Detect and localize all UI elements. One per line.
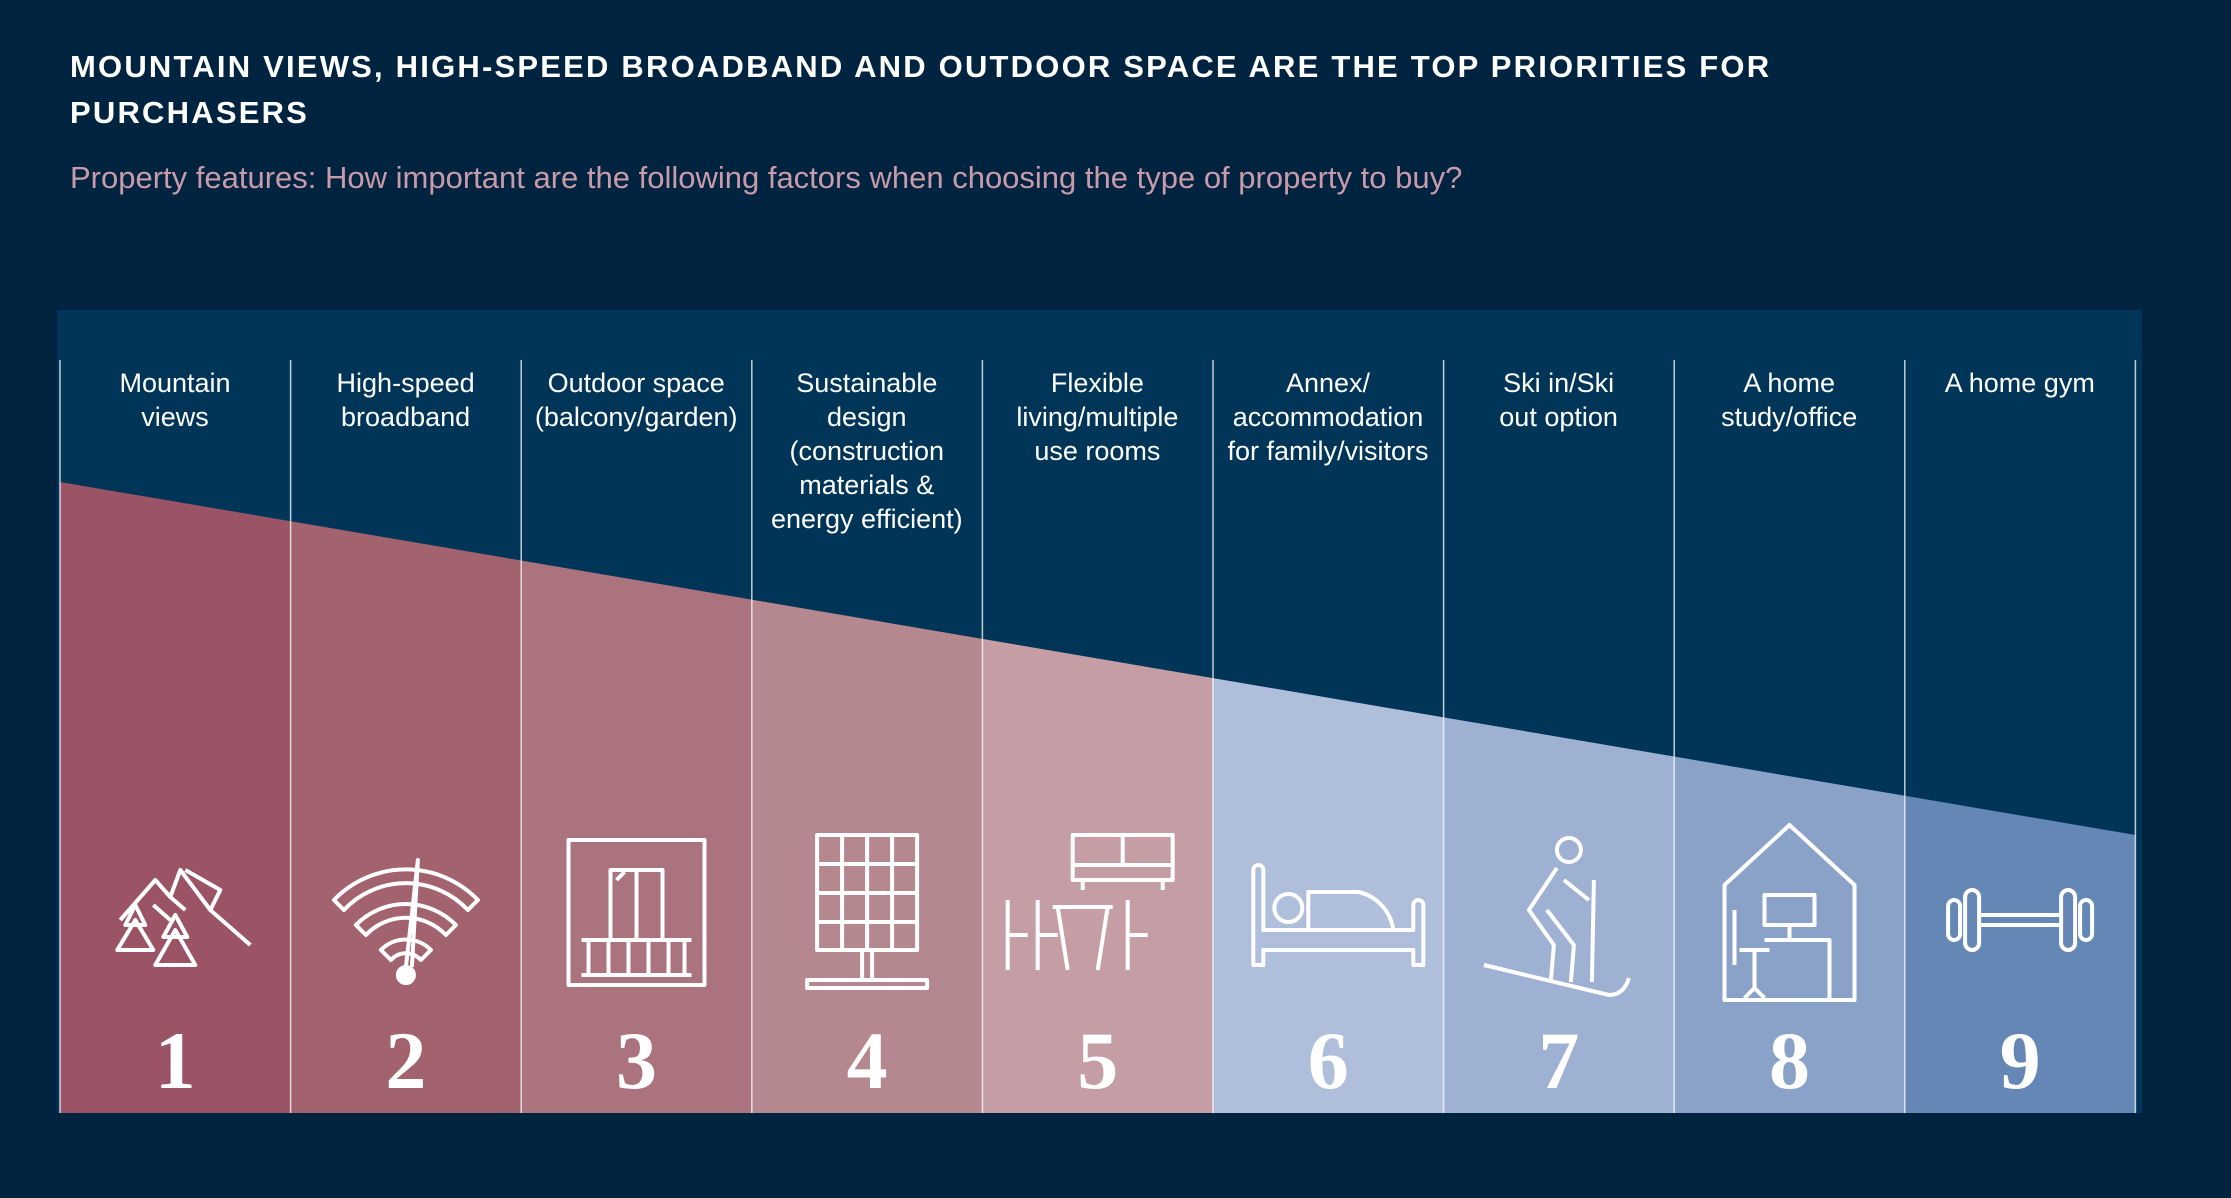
category-label-line: Annex/	[1285, 368, 1371, 398]
solar-panel-icon	[805, 833, 930, 990]
bar-fill	[1443, 717, 1675, 1113]
category-label-line: accommodation	[1232, 402, 1424, 432]
bar-fill	[982, 638, 1213, 1113]
category-label-line: Mountain	[119, 368, 231, 398]
mountains-icon	[115, 868, 252, 967]
skier-icon	[1483, 836, 1631, 997]
bar-1: 1	[60, 482, 291, 1113]
home-office-icon	[1722, 823, 1857, 1002]
bar-7: 7	[1443, 717, 1675, 1113]
chart-subtitle: Property features: How important are the…	[70, 160, 1463, 195]
chart-title: Mountain views, high-speed broadband and…	[70, 49, 1772, 130]
category-label: Mountain views	[60, 366, 290, 434]
category-label: Annex/accommodation for family/visitors	[1213, 366, 1443, 468]
category-label: Ski in/Ski out option	[1444, 366, 1674, 434]
category-label-line: views	[141, 402, 209, 432]
category-label-line: living/multiple	[1016, 402, 1179, 432]
category-label-line: use rooms	[1034, 436, 1161, 466]
category-label-line: Outdoor space	[547, 368, 725, 398]
category-label-line: High-speed	[336, 368, 475, 398]
category-label-line: materials &	[799, 470, 935, 500]
bar-9: 9	[1904, 795, 2136, 1113]
rank-label: 4	[847, 1015, 888, 1106]
dumbbell-icon	[1946, 888, 2095, 952]
ranking-chart: 1 2 3 4 5 6 7 8 9	[59, 360, 2137, 1113]
balcony-icon	[566, 838, 707, 987]
category-label-line: out option	[1499, 402, 1618, 432]
bar-3: 3	[521, 560, 752, 1113]
category-label-line: broadband	[341, 402, 471, 432]
category-label: A home gym	[1905, 366, 2135, 400]
bar-4: 4	[751, 599, 983, 1113]
rank-label: 1	[155, 1015, 196, 1106]
bar-5: 5	[982, 638, 1213, 1113]
rank-label: 8	[1769, 1015, 1810, 1106]
rank-label: 5	[1077, 1015, 1118, 1106]
category-label-line: Sustainable	[796, 368, 938, 398]
rank-label: 9	[2000, 1015, 2041, 1106]
category-label-line: A home	[1743, 368, 1835, 398]
rank-label: 3	[616, 1015, 657, 1106]
furniture-icon	[1005, 833, 1175, 971]
category-label-line: for family/visitors	[1227, 436, 1429, 466]
category-label: Sustainable design (construction materials …	[752, 366, 982, 536]
category-label-line: A home gym	[1944, 368, 2095, 398]
bed-icon	[1251, 863, 1426, 967]
bar-8: 8	[1674, 756, 1905, 1113]
rank-label: 2	[385, 1015, 426, 1106]
category-label: Outdoor space (balcony/garden)	[521, 366, 751, 434]
category-label-line: (balcony/garden)	[534, 402, 738, 432]
bar-fill	[1904, 795, 2136, 1113]
bar-fill	[60, 482, 291, 1113]
bar-fill	[521, 560, 752, 1113]
bar-6: 6	[1213, 678, 1444, 1113]
category-label: Flexible living/multiple use rooms	[982, 366, 1212, 468]
bar-2: 2	[290, 521, 522, 1113]
category-label: A home study/office	[1674, 366, 1904, 434]
rank-label: 7	[1538, 1015, 1579, 1106]
bar-fill	[1213, 678, 1444, 1113]
category-label-line: design	[827, 402, 907, 432]
wifi-icon	[331, 858, 480, 985]
category-label-line: (construction	[789, 436, 945, 466]
bar-fill	[290, 521, 522, 1113]
rank-label: 6	[1308, 1015, 1349, 1106]
chart-panel: 1 2 3 4 5 6 7 8 9	[57, 310, 2142, 1113]
category-label: High-speed broadband	[291, 366, 521, 434]
category-label-line: Ski in/Ski	[1503, 368, 1615, 398]
category-label-line: Flexible	[1050, 368, 1144, 398]
category-label-line: energy efficient)	[770, 504, 963, 534]
category-label-line: study/office	[1721, 402, 1858, 432]
